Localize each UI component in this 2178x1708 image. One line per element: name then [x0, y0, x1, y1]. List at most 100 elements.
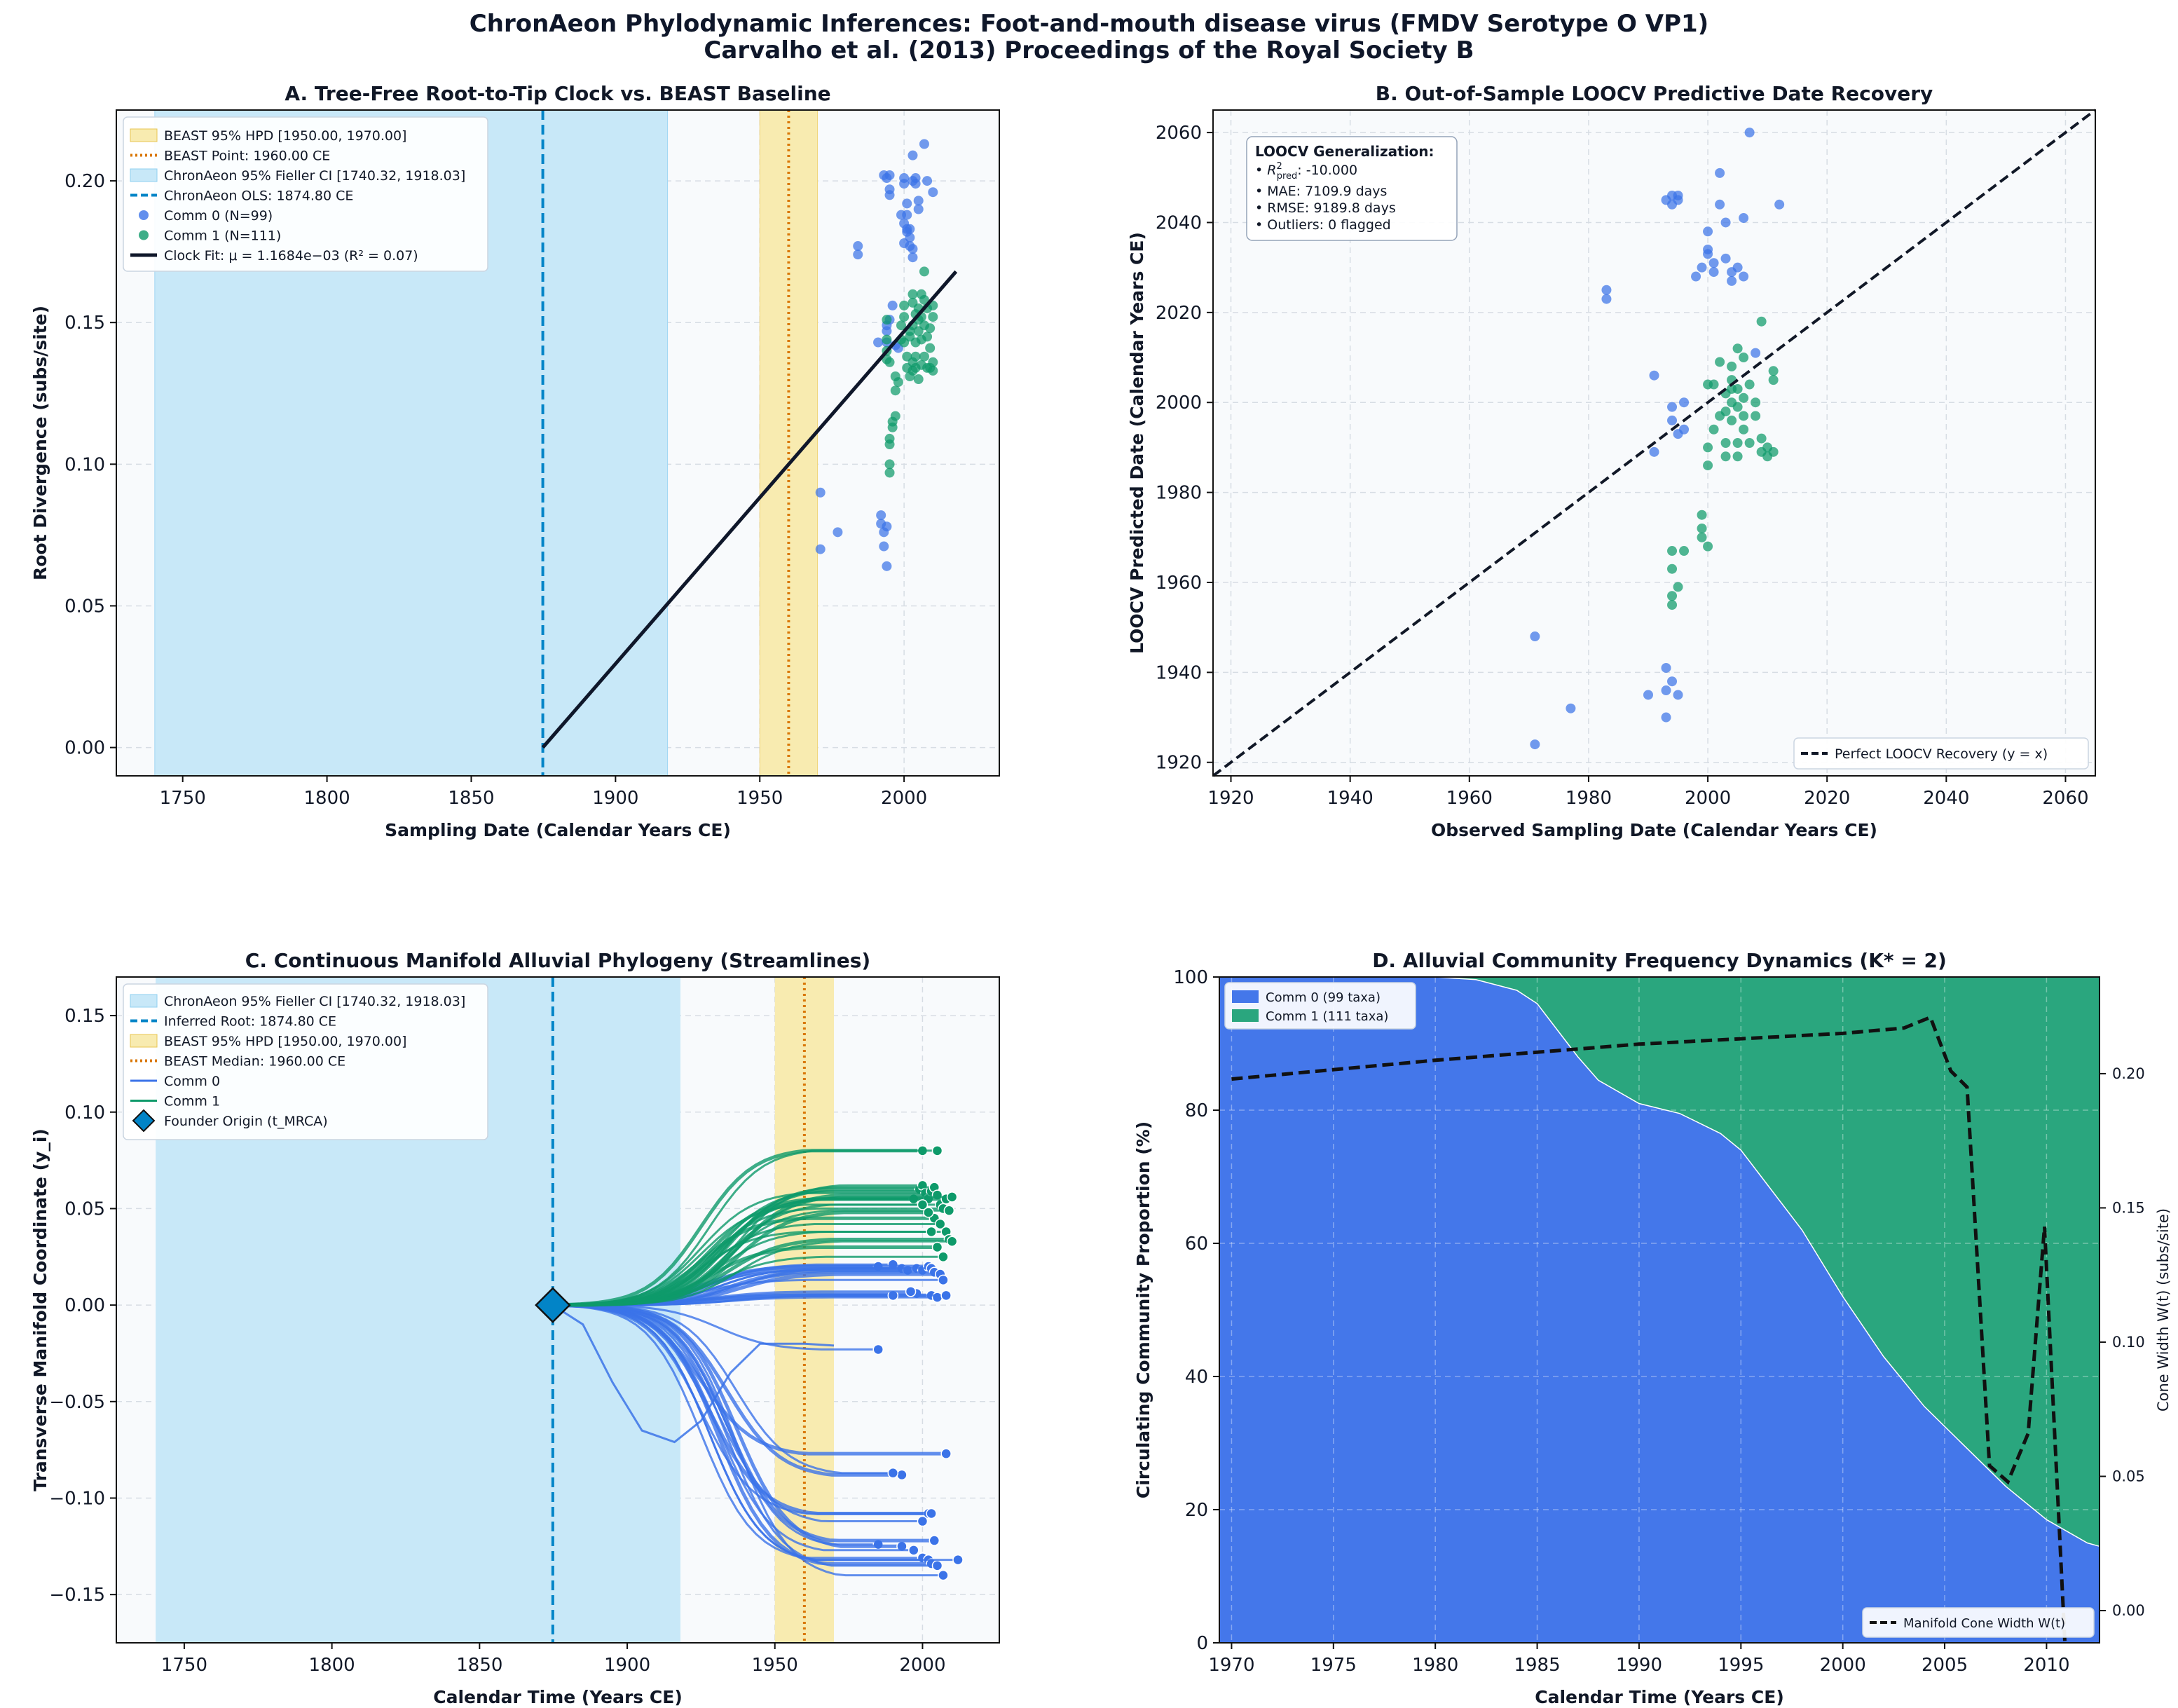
- data-point: [925, 323, 936, 334]
- tip-point: [929, 1535, 940, 1546]
- data-point: [884, 459, 895, 470]
- x-tick-label: 2000: [1685, 788, 1731, 809]
- legend-label: BEAST 95% HPD [1950.00, 1970.00]: [164, 128, 406, 144]
- legend-swatch: [130, 168, 158, 182]
- data-point: [1679, 424, 1690, 435]
- streamline: [552, 1304, 958, 1562]
- x-tick-label: 2000: [899, 1655, 945, 1676]
- data-point: [1691, 271, 1701, 282]
- data-point: [1667, 600, 1678, 610]
- data-point: [913, 374, 924, 385]
- legend-box: [1793, 737, 2089, 770]
- legend-label: Founder Origin (t_MRCA): [164, 1114, 328, 1129]
- x-tick-label: 1975: [1310, 1655, 1357, 1676]
- clock-fit-line: [541, 270, 958, 749]
- legend-box: [1862, 1607, 2095, 1638]
- data-point: [899, 300, 910, 310]
- axes-frame: [116, 976, 1000, 1644]
- data-point: [925, 343, 936, 353]
- x-tick-label: 1970: [1208, 1655, 1254, 1676]
- x-tick-label: 1950: [737, 788, 783, 809]
- y-tick-label: 0.15: [64, 313, 105, 334]
- legend-label: Comm 0 (99 taxa): [1266, 990, 1381, 1005]
- tip-point: [952, 1554, 964, 1566]
- data-point: [1643, 690, 1653, 700]
- x-axis-label: Calendar Time (Years CE): [1535, 1687, 1784, 1707]
- data-point: [1708, 424, 1719, 435]
- tip-point: [934, 1218, 946, 1230]
- y-tick-label: −0.15: [49, 1585, 105, 1606]
- legend-label: Comm 1 (N=111): [164, 228, 281, 244]
- data-point: [1708, 258, 1719, 268]
- panel-title: D. Alluvial Community Frequency Dynamics…: [1372, 949, 1947, 972]
- x-axis-label: Calendar Time (Years CE): [433, 1687, 683, 1707]
- data-point: [899, 179, 910, 189]
- data-point: [1744, 379, 1755, 390]
- data-point: [908, 252, 918, 263]
- x-tick-label: 1980: [1566, 788, 1612, 809]
- data-point: [922, 332, 933, 342]
- data-point: [882, 521, 892, 532]
- data-point: [919, 266, 929, 277]
- tip-point: [946, 1236, 958, 1247]
- x-tick-label: 1800: [304, 788, 350, 809]
- y-tick-label: 0.00: [64, 738, 105, 759]
- x-tick-label: 1900: [592, 788, 638, 809]
- legend-label: Perfect LOOCV Recovery (y = x): [1835, 746, 2048, 762]
- data-point: [1756, 433, 1767, 444]
- data-point: [1732, 343, 1743, 354]
- data-point: [887, 422, 898, 432]
- x-tick-label: 2000: [1820, 1655, 1866, 1676]
- data-point: [882, 315, 892, 325]
- data-point: [902, 210, 912, 220]
- y-right-tick-label: 0.15: [2112, 1199, 2145, 1216]
- data-point: [1768, 446, 1779, 457]
- data-point: [1703, 541, 1713, 552]
- x-tick-label: 1750: [161, 1655, 207, 1676]
- x-tick-label: 1800: [309, 1655, 355, 1676]
- data-point: [876, 510, 886, 521]
- tip-point: [931, 1241, 943, 1253]
- data-point: [1732, 451, 1743, 462]
- data-point: [1703, 226, 1713, 237]
- legend-swatch: [1232, 1009, 1259, 1022]
- data-point: [1732, 402, 1743, 412]
- y-axis-label: Root Divergence (subs/site): [30, 306, 50, 580]
- x-tick-label: 1850: [456, 1655, 502, 1676]
- panel-A: 1750 1800 1850 1900 1950 2000 0.00 0.05 0.10 0.15…: [30, 82, 1000, 840]
- legend-box: [123, 983, 488, 1140]
- data-point: [1649, 446, 1659, 457]
- founder-origin-marker: [535, 1287, 571, 1323]
- legend-swatch: [139, 230, 149, 240]
- x-tick-label: 1940: [1327, 788, 1374, 809]
- data-point: [884, 170, 895, 180]
- legend-label: BEAST Median: 1960.00 CE: [164, 1054, 345, 1070]
- data-point: [1732, 383, 1743, 394]
- data-point: [1530, 631, 1540, 642]
- legend-swatch: [139, 210, 149, 220]
- data-point: [1667, 563, 1678, 574]
- y-tick-label: 0.10: [64, 454, 105, 475]
- data-point: [1715, 199, 1725, 210]
- data-point: [908, 150, 918, 160]
- data-point: [1739, 392, 1749, 403]
- data-point: [919, 351, 929, 362]
- panel-title: B. Out-of-Sample LOOCV Predictive Date R…: [1376, 82, 1933, 105]
- tip-point: [926, 1226, 937, 1238]
- data-point: [896, 320, 906, 331]
- tip-point: [923, 1207, 934, 1218]
- data-point: [1727, 361, 1737, 371]
- y-tick-label: 2020: [1156, 303, 1202, 324]
- data-point: [1649, 370, 1659, 381]
- data-point: [890, 385, 900, 396]
- panel-C: 1750 1800 1850 1900 1950 2000 −0.15 −0.10 −0.05 0…: [30, 949, 1000, 1707]
- data-point: [1697, 532, 1707, 542]
- data-point: [908, 289, 918, 299]
- data-point: [1727, 275, 1737, 286]
- data-point: [1739, 271, 1749, 282]
- legend-swatch: [130, 994, 158, 1008]
- legend-swatch: [1232, 990, 1259, 1003]
- x-tick-label: 1900: [604, 1655, 650, 1676]
- tip-point: [908, 1545, 919, 1556]
